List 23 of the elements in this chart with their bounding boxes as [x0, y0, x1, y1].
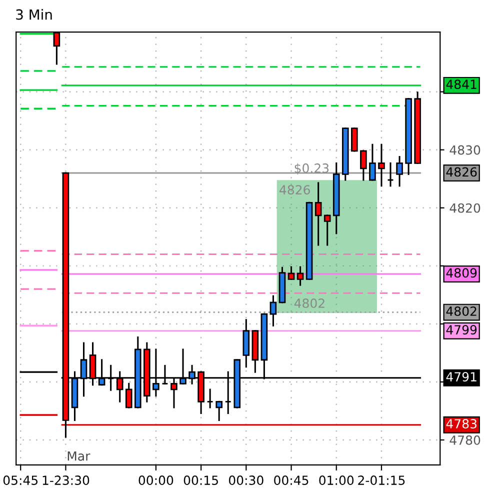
- ref-line-label: 4791: [446, 372, 476, 382]
- annotation: $0.23: [294, 163, 329, 175]
- x-tick-label: 00:45: [274, 476, 308, 485]
- x-tick-label: 2-01:15: [358, 476, 405, 485]
- ref-line-label: 4802: [446, 306, 476, 316]
- x-tick-label: 01:00: [319, 476, 354, 485]
- x-tick-label: 00:00: [138, 476, 174, 485]
- annotation: Mar: [68, 451, 90, 461]
- y-tick-label: 4780: [450, 435, 480, 445]
- x-tick-label: 1-23:30: [42, 476, 90, 485]
- x-tick-label: 00:15: [184, 476, 218, 485]
- ref-line-label: 4841: [446, 80, 476, 90]
- x-tick-label: 05:45: [3, 476, 38, 485]
- y-tick-label: 4830: [450, 145, 480, 155]
- ref-line-label: 4809: [446, 268, 477, 278]
- ref-line-label: 4783: [446, 419, 476, 428]
- x-tick-label: 00:30: [228, 476, 264, 485]
- chart-title: 3 Min: [16, 9, 52, 20]
- ref-line-label: 4826: [446, 167, 477, 177]
- annotation: 4826: [280, 185, 310, 195]
- annotation: 4802: [294, 298, 324, 308]
- y-tick-label: 4820: [450, 203, 480, 213]
- ref-line-label: 4799: [446, 325, 477, 334]
